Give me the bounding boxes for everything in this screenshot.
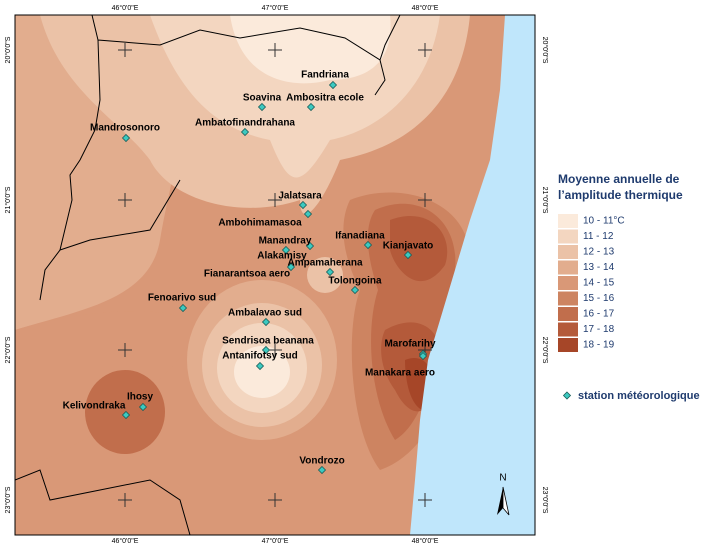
station-label: Manandray bbox=[259, 236, 312, 247]
coord-label: 48°0'0"E bbox=[412, 4, 439, 12]
coord-label: 46°0'0"E bbox=[112, 537, 139, 545]
station-marker bbox=[328, 80, 338, 90]
station-label: Kelivondraka bbox=[63, 401, 126, 412]
station-marker bbox=[298, 200, 308, 210]
station-label: Fenoarivo sud bbox=[148, 293, 216, 304]
station-label: Alakamisy bbox=[257, 251, 307, 262]
station-label: Vondrozo bbox=[299, 456, 344, 467]
legend-swatch bbox=[558, 338, 578, 352]
legend-label: 11 - 12 bbox=[583, 231, 614, 242]
station-marker bbox=[257, 102, 267, 112]
coord-label: 21°0'0"S bbox=[4, 186, 12, 213]
legend-title: Moyenne annuelle de bbox=[558, 172, 680, 186]
station-label: Ifanadiana bbox=[335, 231, 385, 242]
station-label: Antanifotsy sud bbox=[222, 351, 298, 362]
legend-label: 14 - 15 bbox=[583, 278, 615, 289]
station-label: Ambatofinandrahana bbox=[195, 118, 295, 129]
legend-station-marker bbox=[562, 391, 572, 400]
station-label: Ambohimamasoa bbox=[218, 218, 302, 229]
station-label: Marofarihy bbox=[384, 339, 436, 350]
legend-label: station météorologique bbox=[578, 390, 700, 402]
coord-label: 21°0'0"S bbox=[541, 187, 549, 214]
coord-label: 47°0'0"E bbox=[262, 4, 289, 12]
station-label: Ambositra ecole bbox=[286, 93, 364, 104]
station-label: Soavina bbox=[243, 93, 282, 104]
station-marker bbox=[325, 267, 335, 277]
coord-label: 22°0'0"S bbox=[4, 336, 12, 363]
legend-swatch bbox=[558, 307, 578, 321]
station-marker bbox=[121, 133, 131, 143]
station-marker bbox=[240, 127, 250, 137]
station-label: Jalatsara bbox=[278, 191, 322, 202]
station-label: Mandrosonoro bbox=[90, 123, 160, 134]
station-marker bbox=[363, 240, 373, 250]
legend-swatch bbox=[558, 322, 578, 337]
coord-label: 48°0'0"E bbox=[412, 537, 439, 545]
station-label: Sendrisoa beanana bbox=[222, 336, 314, 347]
station-label: Ihosy bbox=[127, 392, 154, 403]
station-marker bbox=[306, 102, 316, 112]
graticule bbox=[118, 43, 432, 507]
legend-swatch bbox=[558, 245, 578, 259]
station-marker bbox=[303, 209, 313, 219]
legend-label: 16 - 17 bbox=[583, 309, 615, 320]
map-frame bbox=[14, 14, 536, 536]
legend-label: 17 - 18 bbox=[583, 324, 615, 335]
coord-label: 23°0'0"S bbox=[541, 487, 549, 514]
legend-label: 13 - 14 bbox=[583, 262, 615, 273]
station-label: Fianarantsoa aero bbox=[204, 269, 290, 280]
legend-title: l’amplitude thermique bbox=[558, 188, 683, 202]
coord-label: 20°0'0"S bbox=[541, 37, 549, 64]
coord-label: 22°0'0"S bbox=[541, 337, 549, 364]
north-arrow: N bbox=[497, 473, 510, 516]
station-marker bbox=[255, 361, 265, 371]
coord-label: 46°0'0"E bbox=[112, 4, 139, 12]
station-marker bbox=[121, 410, 131, 420]
coord-label: 20°0'0"S bbox=[4, 36, 12, 63]
coord-label: 47°0'0"E bbox=[262, 537, 289, 545]
station-label: Fandriana bbox=[301, 70, 349, 81]
map-area bbox=[15, 15, 535, 535]
legend-swatch bbox=[558, 291, 578, 306]
station-label: Ambalavao sud bbox=[228, 308, 302, 319]
station-marker bbox=[305, 241, 315, 251]
legend-label: 18 - 19 bbox=[583, 340, 615, 351]
station-marker bbox=[261, 317, 271, 327]
legend-label: 12 - 13 bbox=[583, 247, 615, 258]
legend-swatch bbox=[558, 214, 578, 228]
station-marker bbox=[350, 285, 360, 295]
legend-label: 10 - 11°C bbox=[583, 216, 625, 227]
station-marker bbox=[403, 250, 413, 260]
legend: Moyenne annuelle de l’amplitude thermique… bbox=[558, 172, 700, 402]
station-marker bbox=[418, 351, 428, 361]
station-label: Ampamaherana bbox=[287, 258, 362, 269]
station-marker bbox=[261, 345, 271, 355]
station-label: Tolongoina bbox=[328, 276, 382, 287]
legend-swatch bbox=[558, 260, 578, 275]
north-label: N bbox=[499, 473, 506, 484]
station-label: Manakara aero bbox=[365, 368, 435, 379]
legend-swatch bbox=[558, 229, 578, 244]
coord-label: 23°0'0"S bbox=[4, 486, 12, 513]
station-marker bbox=[178, 303, 188, 313]
station-marker bbox=[317, 465, 327, 475]
station-marker bbox=[286, 262, 296, 272]
station-marker bbox=[138, 402, 148, 412]
legend-swatch bbox=[558, 276, 578, 290]
station-marker bbox=[281, 245, 291, 255]
legend-label: 15 - 16 bbox=[583, 293, 615, 304]
station-label: Kianjavato bbox=[383, 241, 434, 252]
